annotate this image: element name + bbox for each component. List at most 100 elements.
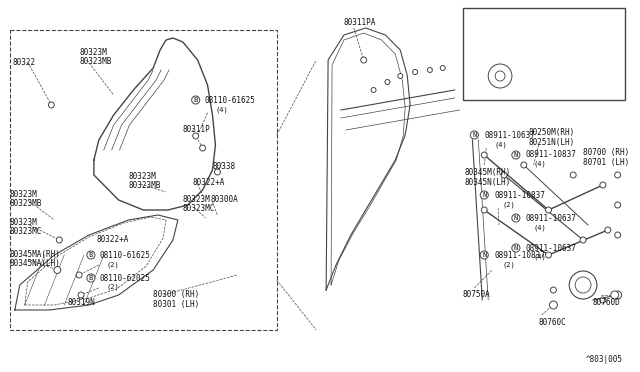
Text: 80300A: 80300A bbox=[211, 195, 238, 204]
Text: (4): (4) bbox=[534, 254, 547, 260]
Text: (4): (4) bbox=[534, 160, 547, 167]
Text: (2): (2) bbox=[502, 261, 515, 267]
Circle shape bbox=[614, 232, 621, 238]
Text: 80319N: 80319N bbox=[67, 298, 95, 307]
Text: (4): (4) bbox=[494, 141, 507, 148]
Text: 80345NA(LH): 80345NA(LH) bbox=[10, 259, 61, 268]
Text: 80345N(LH): 80345N(LH) bbox=[465, 178, 511, 187]
Circle shape bbox=[78, 292, 84, 298]
Text: 08110-61625: 08110-61625 bbox=[100, 251, 150, 260]
Text: (2): (2) bbox=[502, 201, 515, 208]
Text: 08911-10637: 08911-10637 bbox=[526, 244, 577, 253]
Text: 80323MC: 80323MC bbox=[10, 227, 42, 236]
Text: 80323M: 80323M bbox=[10, 218, 38, 227]
Text: 80700 (RH): 80700 (RH) bbox=[583, 148, 629, 157]
Text: 08911-10637: 08911-10637 bbox=[484, 131, 535, 140]
Text: 80322+A: 80322+A bbox=[97, 235, 129, 244]
Circle shape bbox=[476, 66, 480, 70]
Text: 80345M(RH): 80345M(RH) bbox=[465, 168, 511, 177]
Circle shape bbox=[611, 291, 619, 299]
Text: F/POWER WINDOW: F/POWER WINDOW bbox=[467, 12, 532, 21]
Text: S: S bbox=[469, 23, 474, 29]
Text: B: B bbox=[89, 275, 93, 281]
Circle shape bbox=[481, 207, 487, 213]
Text: N: N bbox=[514, 152, 518, 158]
Circle shape bbox=[614, 291, 621, 299]
Circle shape bbox=[49, 102, 54, 108]
Text: 80301 (LH): 80301 (LH) bbox=[153, 300, 200, 309]
Text: (6): (6) bbox=[479, 32, 492, 38]
Text: 80323M: 80323M bbox=[183, 195, 211, 204]
Text: 80323M: 80323M bbox=[10, 190, 38, 199]
Circle shape bbox=[580, 237, 586, 243]
Text: 80322+A: 80322+A bbox=[193, 178, 225, 187]
Bar bbox=[10, 30, 276, 330]
Circle shape bbox=[56, 237, 62, 243]
Text: 08911-10637: 08911-10637 bbox=[526, 214, 577, 223]
Text: 08911-10837: 08911-10837 bbox=[494, 251, 545, 260]
Text: 80311PA: 80311PA bbox=[344, 18, 376, 27]
Circle shape bbox=[495, 71, 505, 81]
Circle shape bbox=[501, 172, 507, 178]
Circle shape bbox=[440, 65, 445, 71]
Text: 80323MB: 80323MB bbox=[129, 181, 161, 190]
Circle shape bbox=[200, 145, 205, 151]
Text: 08911-10837: 08911-10837 bbox=[494, 191, 545, 200]
Circle shape bbox=[575, 277, 591, 293]
Text: 80760D: 80760D bbox=[593, 298, 621, 307]
Text: 08110-62025: 08110-62025 bbox=[100, 274, 150, 283]
Text: 08310-61262: 08310-61262 bbox=[479, 22, 530, 31]
Text: ^803|005: ^803|005 bbox=[586, 355, 623, 364]
Text: 80323MB: 80323MB bbox=[10, 199, 42, 208]
Text: N: N bbox=[514, 215, 518, 221]
Text: 80251N(LH): 80251N(LH) bbox=[529, 138, 575, 147]
Text: 80250M(RH): 80250M(RH) bbox=[529, 128, 575, 137]
Bar bbox=[463, 8, 625, 100]
Text: 80323MC: 80323MC bbox=[183, 204, 215, 213]
Circle shape bbox=[371, 87, 376, 93]
Text: N: N bbox=[514, 245, 518, 251]
Text: 80730 (RH): 80730 (RH) bbox=[510, 38, 556, 47]
Circle shape bbox=[600, 297, 606, 303]
Circle shape bbox=[545, 207, 552, 213]
Circle shape bbox=[385, 80, 390, 84]
Circle shape bbox=[361, 57, 367, 63]
Text: 80750A: 80750A bbox=[463, 290, 490, 299]
Circle shape bbox=[569, 271, 597, 299]
Circle shape bbox=[600, 182, 606, 188]
Text: 80345MA(RH): 80345MA(RH) bbox=[10, 250, 61, 259]
Circle shape bbox=[545, 252, 552, 258]
Text: N: N bbox=[472, 132, 477, 138]
Text: N: N bbox=[482, 192, 486, 198]
Text: 80311P: 80311P bbox=[183, 125, 211, 134]
Circle shape bbox=[510, 74, 514, 78]
Circle shape bbox=[614, 172, 621, 178]
Text: (4): (4) bbox=[534, 224, 547, 231]
Text: B: B bbox=[89, 252, 93, 258]
Text: N: N bbox=[482, 252, 486, 258]
Text: (2): (2) bbox=[107, 261, 120, 267]
Text: 80338: 80338 bbox=[212, 162, 236, 171]
Circle shape bbox=[193, 133, 198, 139]
Text: 80323MB: 80323MB bbox=[79, 57, 111, 66]
Circle shape bbox=[605, 227, 611, 233]
Circle shape bbox=[570, 172, 576, 178]
Circle shape bbox=[488, 64, 512, 88]
Text: 80300 (RH): 80300 (RH) bbox=[153, 290, 200, 299]
Circle shape bbox=[614, 202, 621, 208]
Circle shape bbox=[76, 272, 82, 278]
Text: 80323M: 80323M bbox=[129, 172, 156, 181]
Circle shape bbox=[428, 67, 433, 73]
Text: 80760C: 80760C bbox=[539, 318, 566, 327]
Circle shape bbox=[550, 301, 557, 309]
Text: 80322: 80322 bbox=[13, 58, 36, 67]
Circle shape bbox=[214, 169, 220, 175]
Text: (4): (4) bbox=[216, 106, 228, 112]
Circle shape bbox=[521, 162, 527, 168]
Text: 08110-61625: 08110-61625 bbox=[205, 96, 255, 105]
Circle shape bbox=[481, 152, 487, 158]
Text: B: B bbox=[193, 97, 198, 103]
Text: 80323M: 80323M bbox=[79, 48, 107, 57]
Text: 80701 (LH): 80701 (LH) bbox=[583, 158, 629, 167]
Text: 08911-10837: 08911-10837 bbox=[526, 150, 577, 159]
